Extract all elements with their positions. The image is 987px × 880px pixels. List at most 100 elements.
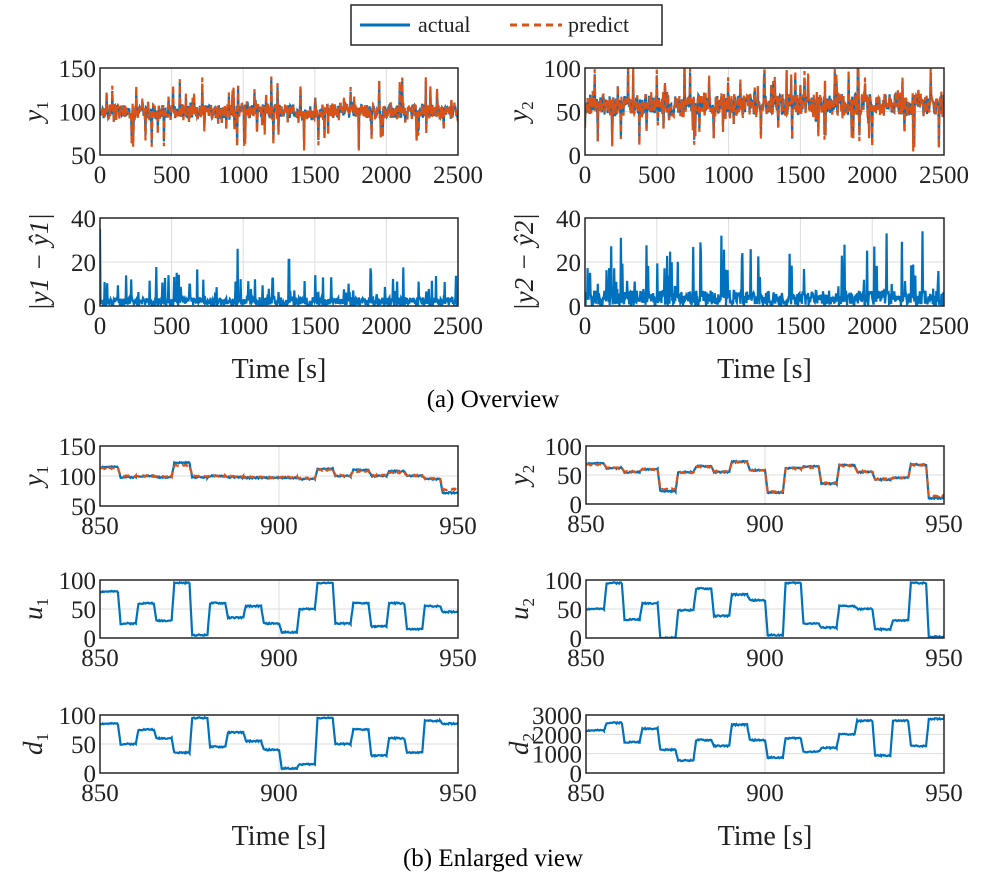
y-axis-label-subscript: 1 <box>33 101 52 110</box>
y-tick-label: 20 <box>71 250 96 277</box>
y-tick-label: 100 <box>59 100 97 127</box>
x-tick-label: 1000 <box>704 162 754 189</box>
x-tick-label: 500 <box>638 162 676 189</box>
x-tick-label: 1000 <box>704 313 754 340</box>
y-axis-label-subscript: 2 <box>519 598 538 607</box>
series-actual-line <box>100 228 458 306</box>
x-tick-label: 1000 <box>218 313 268 340</box>
x-tick-label: 950 <box>925 511 963 538</box>
axes-box <box>584 217 945 307</box>
y-tick-label: 150 <box>59 56 97 83</box>
legend: actual predict <box>350 4 663 46</box>
x-tick-label: 1000 <box>218 162 268 189</box>
axes-box <box>99 445 459 507</box>
y-tick-label: 0 <box>570 492 583 519</box>
axes-box <box>584 67 945 156</box>
x-tick-label: 850 <box>81 780 119 807</box>
y-tick-label: 100 <box>59 464 97 491</box>
x-tick-label: 2500 <box>433 162 483 189</box>
axes-box <box>99 67 459 156</box>
legend-actual-label: actual <box>418 12 471 37</box>
y-axis-label-subscript: 1 <box>33 598 52 607</box>
series-actual-line <box>586 580 944 638</box>
series-predict-line <box>585 68 944 152</box>
x-tick-label: 2000 <box>847 162 897 189</box>
x-tick-label: 1500 <box>775 162 825 189</box>
y-tick-label: 40 <box>71 206 96 233</box>
x-tick-label: 2000 <box>847 313 897 340</box>
y-tick-label: 0 <box>84 761 97 788</box>
axes-box <box>585 714 945 774</box>
y-tick-label: 2000 <box>532 722 582 749</box>
x-axis-label: Time [s] <box>717 354 812 385</box>
x-tick-label: 950 <box>925 780 963 807</box>
y-tick-label: 0 <box>570 761 583 788</box>
series-predict-line <box>100 76 458 151</box>
x-tick-label: 0 <box>94 313 107 340</box>
x-axis-label: Time [s] <box>232 821 327 852</box>
series-predict-line <box>100 463 458 492</box>
x-tick-label: 900 <box>746 645 784 672</box>
y-axis-label: u2 <box>504 598 538 620</box>
x-tick-label: 850 <box>81 645 119 672</box>
y-axis-label-subscript: 2 <box>519 733 538 742</box>
x-tick-label: 850 <box>567 511 605 538</box>
y-tick-label: 40 <box>556 206 581 233</box>
y-axis-label: d1 <box>18 733 52 755</box>
y-tick-label: 100 <box>545 434 583 461</box>
y-axis-label: y1 <box>18 101 52 124</box>
x-tick-label: 2500 <box>919 162 969 189</box>
x-tick-label: 500 <box>153 313 191 340</box>
x-tick-label: 1500 <box>290 313 340 340</box>
x-tick-label: 1500 <box>290 162 340 189</box>
x-tick-label: 500 <box>638 313 676 340</box>
y-tick-label: 100 <box>544 56 582 83</box>
y-tick-label: 100 <box>59 703 97 730</box>
x-tick-label: 0 <box>579 313 592 340</box>
y-axis-label: |y1 − ŷ1| <box>24 213 54 311</box>
x-tick-label: 850 <box>81 513 119 540</box>
axes-box <box>99 579 459 639</box>
x-tick-label: 950 <box>439 780 477 807</box>
legend-predict-label: predict <box>568 12 629 37</box>
y-axis-label: y2 <box>504 465 538 488</box>
y-axis-label-subscript: 2 <box>519 465 538 474</box>
y-tick-label: 3000 <box>532 703 582 730</box>
y-tick-label: 0 <box>84 294 97 321</box>
caption-overview: (a) Overview <box>427 386 560 413</box>
x-tick-label: 900 <box>260 645 298 672</box>
y-axis-label: |y2 − ŷ2| <box>509 213 539 311</box>
y-tick-label: 20 <box>556 250 581 277</box>
series-actual-line <box>586 716 944 763</box>
y-tick-label: 0 <box>570 626 583 653</box>
caption-enlarged: (b) Enlarged view <box>403 845 583 872</box>
y-tick-label: 50 <box>557 463 582 490</box>
series-actual-line <box>585 231 944 306</box>
panel-ov_e1: 0 500 1000 1500 2000 2500 0 20 40 |y1 − ŷ1| Time [… <box>24 206 483 385</box>
series-actual-line <box>100 715 458 771</box>
y-tick-label: 50 <box>557 597 582 624</box>
x-tick-label: 2500 <box>433 313 483 340</box>
axes-box <box>585 445 945 505</box>
x-tick-label: 1500 <box>775 313 825 340</box>
y-tick-label: 50 <box>71 597 96 624</box>
x-tick-label: 900 <box>260 780 298 807</box>
x-tick-label: 0 <box>94 162 107 189</box>
y-tick-label: 100 <box>545 568 583 595</box>
x-tick-label: 2500 <box>919 313 969 340</box>
x-tick-label: 2000 <box>361 313 411 340</box>
panel-ov_y2: 0 500 1000 1500 2000 2500 0 50 100 y2 <box>503 56 969 189</box>
y-axis-label-subscript: 1 <box>33 466 52 475</box>
y-axis-label: d2 <box>504 733 538 755</box>
y-axis-label-subscript: 2 <box>518 101 537 110</box>
y-axis-label: y1 <box>18 466 52 489</box>
y-tick-label: 0 <box>84 626 97 653</box>
x-tick-label: 2000 <box>361 162 411 189</box>
panel-en_y1: 850 900 950 50 100 150 y1 <box>18 434 477 540</box>
y-tick-label: 0 <box>569 294 582 321</box>
